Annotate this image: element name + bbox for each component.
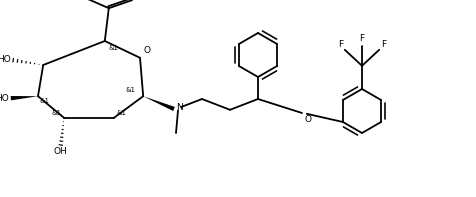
Text: O: O: [143, 46, 150, 55]
Polygon shape: [143, 96, 175, 111]
Text: N: N: [177, 103, 183, 112]
Text: F: F: [337, 40, 343, 49]
Text: HO: HO: [0, 55, 11, 64]
Polygon shape: [10, 96, 38, 100]
Text: F: F: [359, 34, 365, 43]
Text: HO: HO: [0, 94, 9, 103]
Text: &1: &1: [109, 45, 119, 51]
Text: &1: &1: [40, 98, 50, 104]
Text: &1: &1: [51, 110, 61, 116]
Text: F: F: [381, 40, 387, 49]
Text: &1: &1: [126, 87, 136, 93]
Text: OH: OH: [54, 147, 68, 156]
Text: &1: &1: [117, 110, 127, 116]
Text: O: O: [304, 115, 311, 124]
